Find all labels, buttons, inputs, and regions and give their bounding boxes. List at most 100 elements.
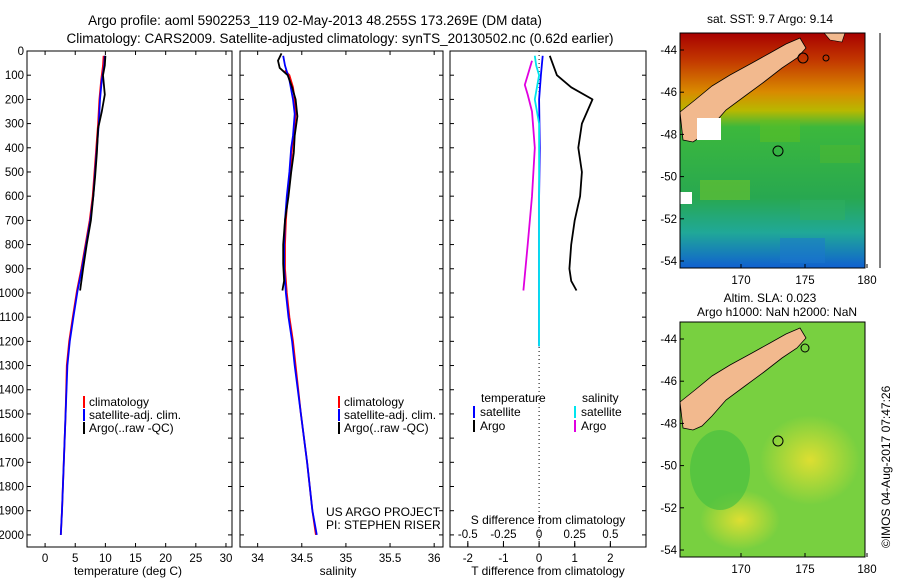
lon-tick-label: 180 [857,564,876,576]
legend-label-s-satellite: satellite [581,405,622,419]
series-line-climatology [284,69,317,536]
lat-tick-label: -46 [660,376,677,388]
lat-tick-label: -54 [660,256,677,268]
lon-tick-label: 180 [857,275,876,287]
lat-tick-label: -48 [660,129,677,141]
y-tick-label: 800 [5,240,24,252]
x-tick-label: 15 [129,553,142,565]
y-tick-label: 600 [5,191,24,203]
sla-south-island-land [679,327,807,431]
series-line-argo-raw-qc- [79,55,107,291]
difference-axes-frame [449,50,647,548]
x-tick-label: 36 [428,553,441,565]
sla-low-1 [690,430,750,510]
temperature-xlabel: temperature (deg C) [74,564,182,578]
sla-argo-float-marker [772,435,784,447]
sla-marker-ne [800,343,810,353]
lat-tick-label: -50 [660,172,677,184]
legend-header-salinity: salinity [582,391,619,405]
project-annotation: US ARGO PROJECT [326,505,441,519]
sst-cloud-gap-2 [680,192,692,204]
s-difference-xlabel: S difference from climatology [471,513,626,527]
lon-tick-label: 175 [795,564,814,576]
y-tick-label: 400 [5,143,24,155]
s-difference-ticks: -0.5 -0.25 0 0.25 0.5 [458,529,618,547]
depth-ticks: 0 100 200 300 400 500 600 700 800 900 1000 1100 1200… [0,46,232,542]
temperature-series [59,55,107,535]
difference-series [522,55,594,347]
x-tick-label: 2 [607,553,613,565]
x-tick-label: 5 [72,553,78,565]
lat-tick-label: -48 [660,418,677,430]
sst-marker-ne [797,52,809,64]
argo-float-marker [772,145,784,157]
temperature-panel: 0100200300400500600700800900100011001200… [0,46,233,578]
legend-label-climatology: climatology [344,395,404,409]
y-tick-label: 2000 [0,530,24,542]
lon-tick-label: 170 [731,275,750,287]
x-tick-label: 34 [251,553,264,565]
salinity-axes-frame [239,50,444,548]
y-tick-label: 1100 [0,312,24,324]
salinity-series [277,53,318,536]
lat-tick-label: -50 [660,461,677,473]
lat-tick-label: -44 [660,334,677,346]
sla-map-title-line2: Argo h1000: NaN h2000: NaN [697,305,857,319]
series-line-climatology [59,55,105,535]
depth-ticks-salinity [240,50,443,536]
x-tick-label: 35 [340,553,353,565]
legend-label-satellite: satellite-adj. clim. [89,408,181,422]
legend-label-satellite: satellite-adj. clim. [344,408,436,422]
sst-marker-ne2 [822,54,830,62]
sla-map-frame [679,321,866,558]
y-tick-label: 1800 [0,482,24,494]
y-tick-label: 700 [5,215,24,227]
y-tick-label: 900 [5,264,24,276]
lat-tick-label: -46 [660,87,677,99]
sst-map: sat. SST: 9.7 Argo: 9.14 -44 -46 -48 -50 -52… [660,12,881,287]
x-tick-label: -2 [463,553,473,565]
sst-map-title: sat. SST: 9.7 Argo: 9.14 [707,12,833,26]
series-line-satellite-adj-clim- [282,55,318,536]
y-tick-label: 200 [5,94,24,106]
difference-panel: -2 -1 0 1 2 -0.5 -0.25 0 0.25 0.5 T difference f… [449,50,647,578]
legend-header-temperature: temperature [481,391,546,405]
s-tick-label: 0.25 [564,529,586,541]
pi-annotation: PI: STEPHEN RISER [326,518,441,532]
y-tick-label: 1200 [0,336,24,348]
y-tick-label: 1400 [0,385,24,397]
x-tick-label: 0 [536,553,542,565]
sst-lat-ticks: -44 -46 -48 -50 -52 -54 [660,45,684,268]
lat-tick-label: -54 [660,545,677,557]
s-tick-label: 0.5 [602,529,618,541]
series-line-argo-raw-qc- [277,53,299,291]
difference-legend: temperature salinity satellite Argo sate… [473,391,622,433]
sla-lon-ticks: 170 175 180 [731,553,877,576]
legend-label-t-argo: Argo [480,419,506,433]
t-difference-xlabel: T difference from climatology [471,564,625,578]
y-tick-label: 1300 [0,361,24,373]
x-tick-label: 34.5 [291,553,313,565]
sst-lon-ticks: 170 175 180 [731,264,877,287]
series-line-satellite [533,55,540,347]
series-line-argo [522,60,536,291]
legend-label-climatology: climatology [89,395,149,409]
figure-title-line1: Argo profile: aoml 5902253_119 02-May-20… [88,13,542,28]
y-tick-label: 1900 [0,506,24,518]
salinity-ticks: 34 34.5 35 35.5 36 [251,51,441,565]
sst-map-frame [679,32,866,269]
y-tick-label: 100 [5,70,24,82]
y-tick-label: 0 [18,46,24,58]
sla-map: Altim. SLA: 0.023 Argo h1000: NaN h2000:… [660,291,876,576]
s-tick-label: 0 [536,529,542,541]
s-tick-label: -0.5 [458,529,478,541]
x-tick-label: 20 [159,553,172,565]
legend-label-t-satellite: satellite [480,405,521,419]
x-tick-label: 10 [99,553,112,565]
x-tick-label: 30 [220,553,233,565]
y-tick-label: 1600 [0,433,24,445]
sla-high-1 [760,415,860,505]
s-tick-label: -0.25 [490,529,516,541]
temperature-ticks: 0 5 10 15 20 25 30 [42,51,232,565]
